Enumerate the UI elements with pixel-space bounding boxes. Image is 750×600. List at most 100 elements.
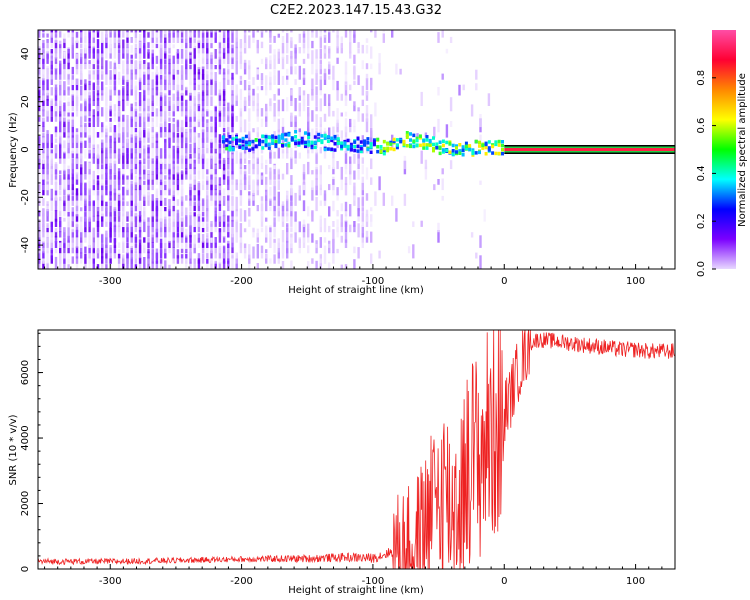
heat-cell bbox=[382, 30, 385, 33]
heat-cell bbox=[353, 182, 356, 196]
heat-cell bbox=[84, 149, 87, 159]
heat-cell bbox=[172, 121, 175, 133]
heat-cell bbox=[151, 174, 154, 180]
heat-cell bbox=[101, 124, 104, 133]
heat-cell bbox=[96, 93, 100, 101]
heat-cell bbox=[143, 71, 146, 85]
ridge-cell bbox=[304, 131, 307, 135]
heat-cell bbox=[328, 127, 331, 138]
heat-cell bbox=[201, 33, 205, 43]
heat-cell bbox=[38, 155, 41, 164]
ridge-cell bbox=[238, 139, 242, 143]
heat-cell bbox=[105, 45, 108, 54]
heat-cell bbox=[336, 248, 339, 254]
x-tick-label: -100 bbox=[362, 576, 385, 587]
ridge-cell bbox=[359, 140, 363, 144]
heat-cell bbox=[126, 201, 129, 206]
heat-cell bbox=[197, 238, 201, 248]
heat-cell bbox=[193, 30, 196, 38]
heat-cell bbox=[50, 198, 53, 212]
heat-cell bbox=[328, 31, 331, 43]
heat-cell bbox=[164, 153, 167, 164]
heat-cell bbox=[357, 110, 360, 122]
heat-cell bbox=[269, 71, 272, 80]
heat-cell bbox=[319, 175, 322, 180]
heat-cell bbox=[84, 98, 87, 106]
heat-cell bbox=[218, 47, 222, 54]
heat-cell bbox=[353, 105, 356, 112]
heat-cell bbox=[361, 196, 364, 206]
heat-cell bbox=[71, 187, 74, 196]
heat-cell bbox=[96, 207, 100, 217]
y-tick-label: 40 bbox=[20, 48, 31, 61]
heat-cell bbox=[185, 168, 188, 175]
heat-cell bbox=[54, 34, 58, 43]
heat-cell bbox=[75, 133, 79, 143]
heat-cell bbox=[361, 99, 364, 106]
heat-cell bbox=[210, 165, 213, 175]
heat-cell bbox=[277, 208, 280, 217]
heat-cell bbox=[113, 245, 117, 254]
heat-cell bbox=[449, 160, 453, 170]
heat-cell bbox=[180, 211, 184, 222]
heat-cell bbox=[50, 231, 53, 238]
heat-cell bbox=[340, 93, 343, 101]
heat-cell bbox=[109, 45, 112, 54]
heat-cell bbox=[189, 215, 192, 227]
heat-cell bbox=[50, 235, 53, 243]
heat-cell bbox=[311, 212, 314, 217]
heat-cell bbox=[197, 77, 201, 85]
heat-cell bbox=[147, 248, 150, 254]
heat-cell bbox=[151, 49, 154, 64]
heat-cell bbox=[151, 71, 154, 80]
heat-cell bbox=[210, 32, 213, 43]
heat-cell bbox=[168, 71, 171, 85]
heat-cell bbox=[59, 190, 62, 196]
heat-cell bbox=[109, 118, 112, 127]
ridge-cell bbox=[363, 140, 367, 144]
heat-cell bbox=[71, 211, 74, 217]
heat-cell bbox=[277, 70, 280, 85]
heat-cell bbox=[302, 224, 306, 233]
heat-cell bbox=[151, 234, 154, 243]
heat-cell bbox=[96, 215, 100, 227]
heat-cell bbox=[260, 41, 264, 49]
heat-cell bbox=[172, 182, 175, 191]
heat-cell bbox=[197, 94, 201, 101]
heat-cell bbox=[155, 75, 159, 85]
heat-cell bbox=[151, 129, 154, 138]
ridge-cell bbox=[326, 147, 330, 151]
ridge-cell bbox=[261, 146, 265, 150]
ridge-cell bbox=[497, 139, 501, 144]
heat-cell bbox=[126, 175, 129, 180]
heat-cell bbox=[315, 49, 318, 59]
heat-cell bbox=[54, 103, 58, 112]
heat-cell bbox=[357, 215, 360, 222]
heat-cell bbox=[122, 75, 125, 80]
heat-cell bbox=[185, 59, 188, 70]
heat-cell bbox=[88, 90, 91, 96]
heat-cell bbox=[105, 107, 108, 122]
ridge-cell bbox=[438, 151, 442, 156]
heat-cell bbox=[344, 176, 348, 185]
heat-cell bbox=[122, 89, 125, 96]
heat-cell bbox=[180, 138, 184, 143]
heat-cell bbox=[222, 68, 226, 75]
heat-cell bbox=[151, 217, 154, 227]
heat-cell bbox=[302, 77, 306, 85]
heat-cell bbox=[201, 227, 205, 233]
heat-cell bbox=[286, 191, 289, 196]
ridge-cell bbox=[441, 143, 445, 148]
heat-cell bbox=[206, 169, 209, 175]
heat-cell bbox=[180, 127, 184, 138]
heat-cell bbox=[122, 30, 125, 33]
heat-cell bbox=[319, 60, 322, 64]
heat-cell bbox=[59, 258, 62, 269]
heat-cell bbox=[365, 209, 369, 217]
ridge-cell bbox=[376, 145, 380, 149]
ridge-cell bbox=[458, 151, 462, 155]
heat-cell bbox=[197, 119, 201, 128]
heat-cell bbox=[256, 143, 259, 148]
heat-cell bbox=[63, 188, 66, 196]
heat-cell bbox=[256, 205, 259, 212]
